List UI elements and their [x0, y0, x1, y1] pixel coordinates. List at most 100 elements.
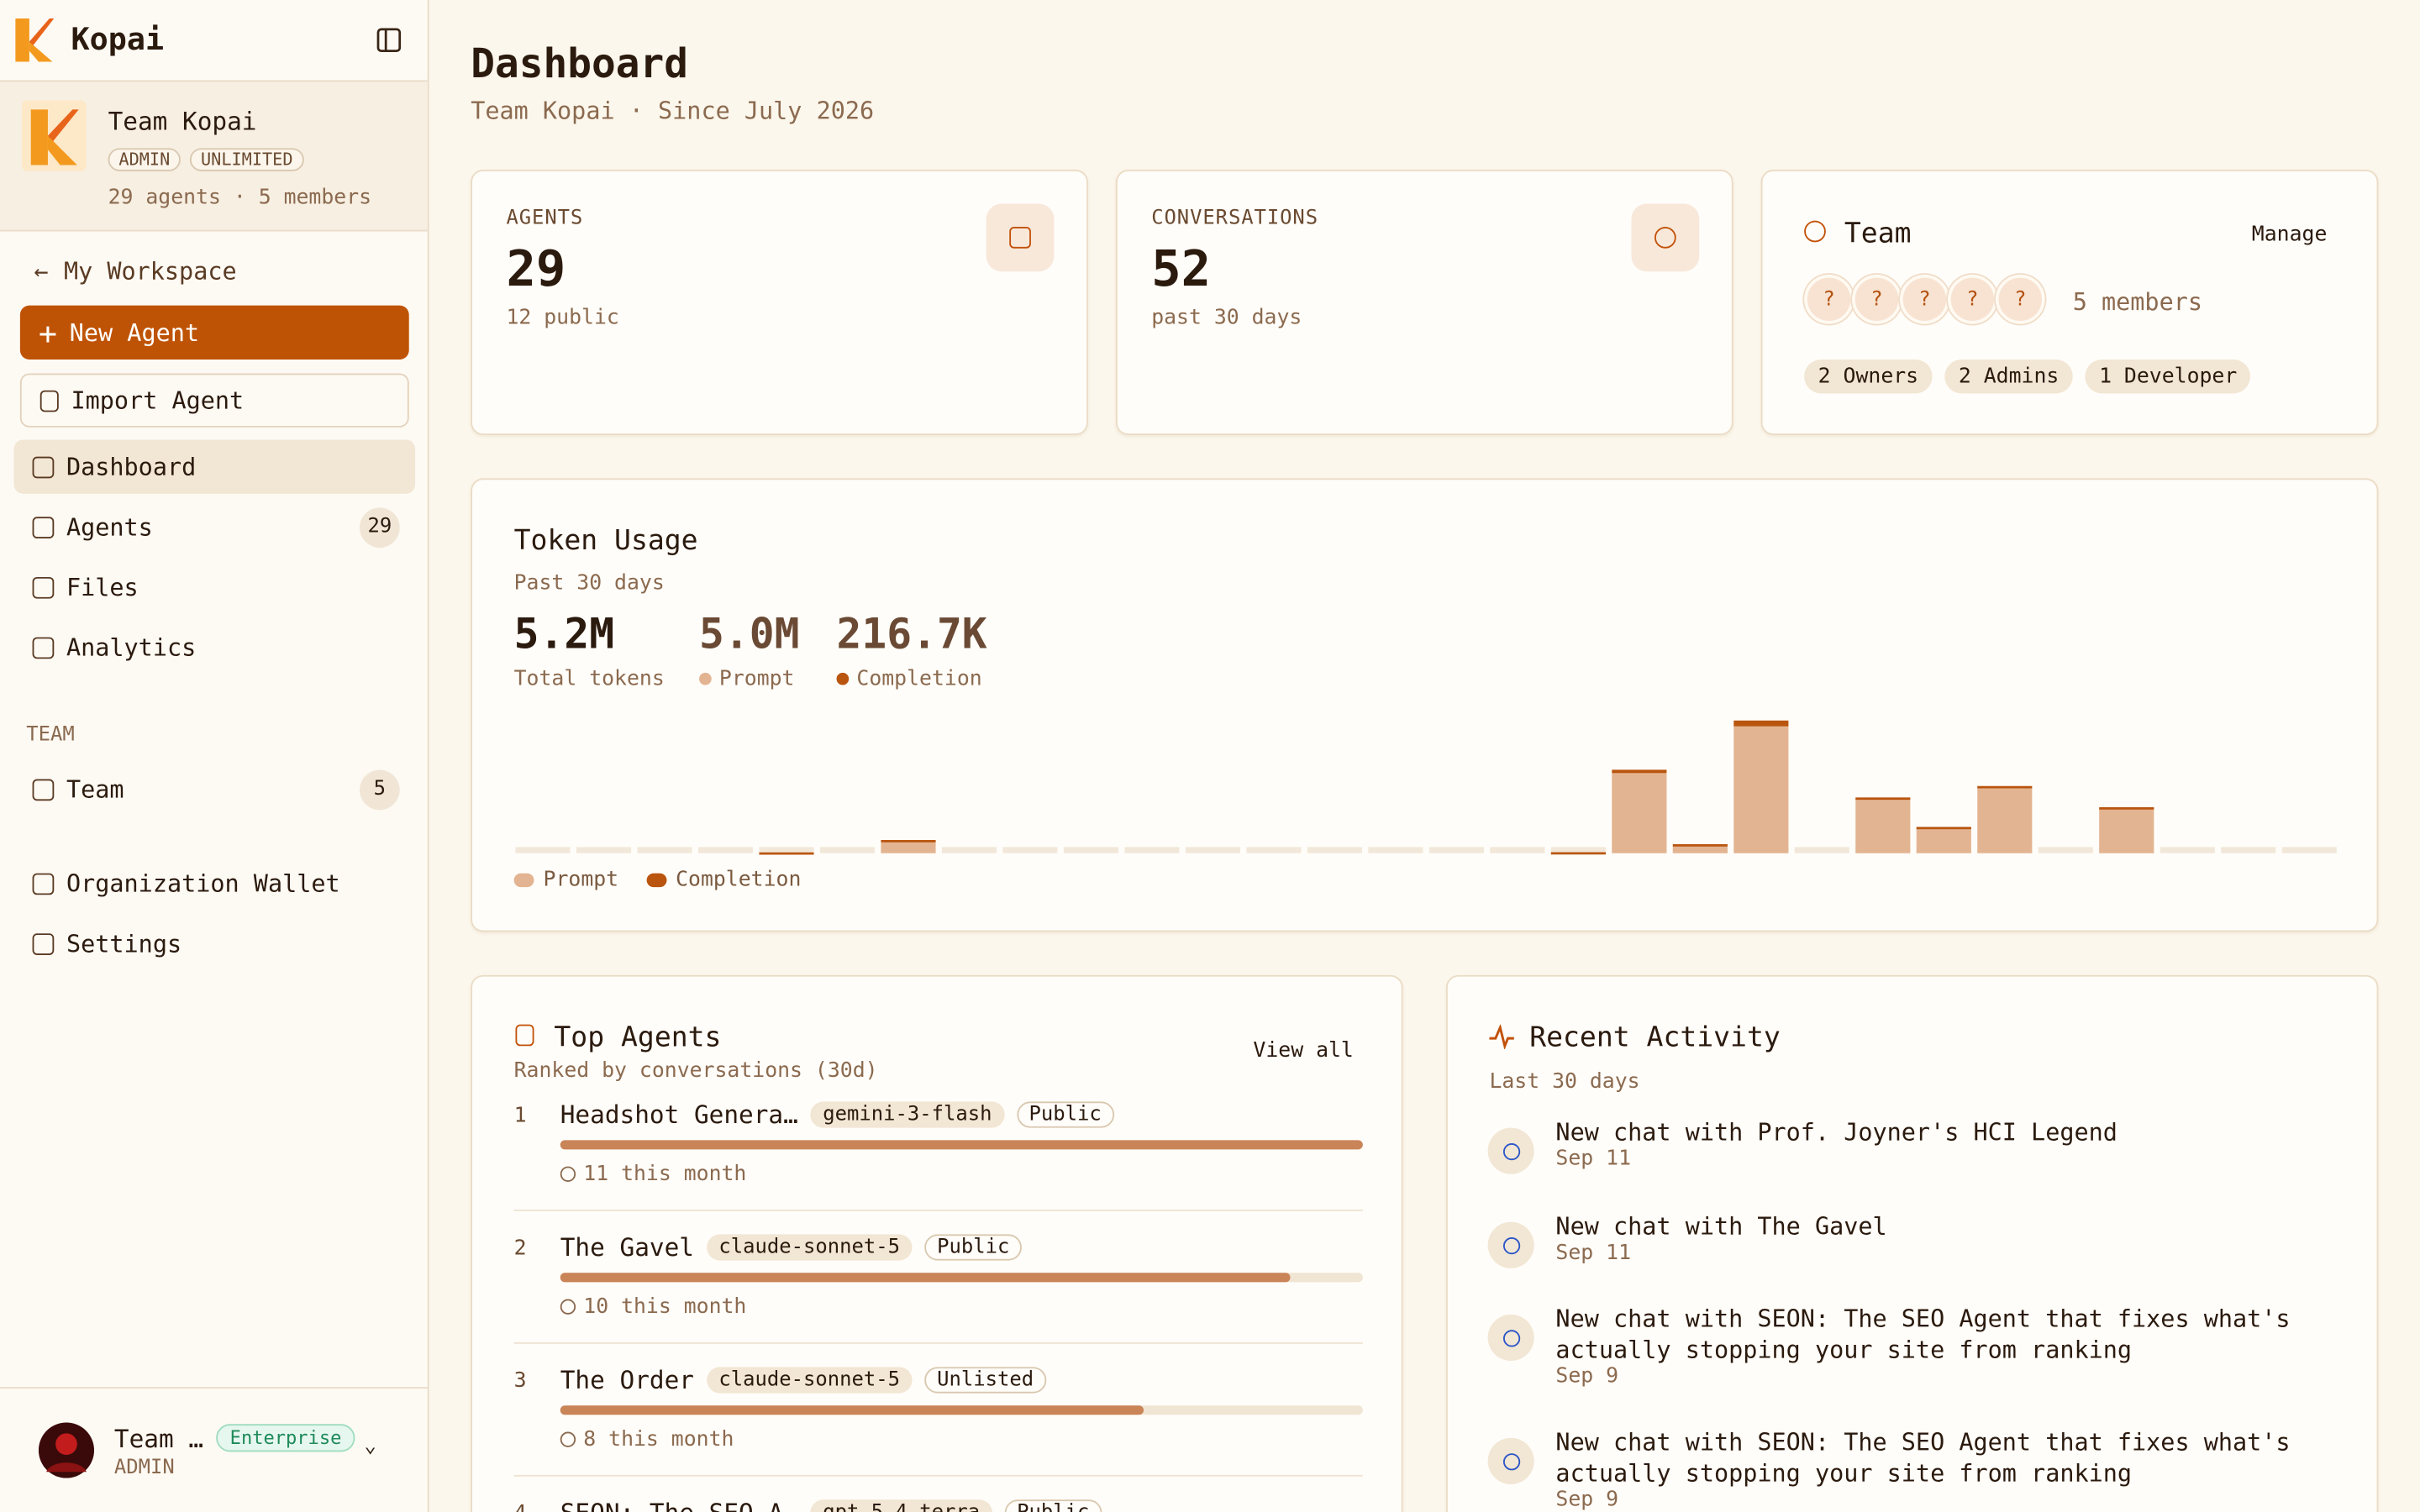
activity-date: Sep 9: [1555, 1363, 1619, 1389]
activity-date: Sep 11: [1555, 1146, 1632, 1172]
summary-value: 5.0M: [699, 611, 800, 659]
button-text: New Agent: [69, 318, 200, 347]
divider: [513, 1210, 1363, 1211]
bar-track: [697, 847, 754, 853]
activity-text[interactable]: New chat with SEON: The SEO Agent that f…: [1555, 1428, 2291, 1488]
user-panel[interactable]: Team … Enterprise ADMIN ⌄: [0, 1387, 428, 1512]
activity-text[interactable]: New chat with The Gavel: [1555, 1212, 1887, 1241]
nav-item[interactable]: Dashboard: [13, 439, 416, 494]
member-count: 5 members: [2072, 288, 2203, 317]
chat-glyph: [1502, 1236, 1520, 1254]
bar-track: [637, 847, 692, 853]
chevron: ⌄: [364, 1435, 376, 1458]
member-avatar: ?: [1852, 274, 1902, 324]
chat-glyph: [1502, 1329, 1520, 1347]
section-label: TEAM: [26, 723, 75, 747]
view-all-link[interactable]: View all: [1253, 1038, 1354, 1063]
legend-item: Prompt: [513, 867, 619, 892]
back-text: My Workspace: [63, 257, 237, 286]
summary-dot: [699, 672, 712, 685]
activity-icon: [1487, 1127, 1534, 1174]
nav-label: Analytics: [66, 633, 197, 662]
agent-row[interactable]: Headshot Genera… gemini-3-flash Public: [560, 1100, 1114, 1129]
bar-segment: [881, 840, 936, 843]
activity-icon: [1487, 1437, 1534, 1484]
import-agent-button[interactable]: Import Agent: [19, 373, 409, 428]
stat-card: CONVERSATIONS 52 past 30 days: [1115, 170, 1733, 435]
nav-item[interactable]: Analytics: [14, 620, 416, 674]
bar-segment: [759, 852, 814, 855]
activity-text[interactable]: New chat with SEON: The SEO Agent that f…: [1555, 1305, 2291, 1364]
token-chart: [515, 720, 2337, 855]
progress-bar: [560, 1273, 1290, 1283]
page-title: Dashboard: [471, 41, 688, 88]
conversation-count: 8 this month: [560, 1427, 734, 1452]
activity-date: Sep 11: [1555, 1240, 1632, 1266]
member-avatar: ?: [1995, 274, 2045, 324]
model-pill: claude-sonnet-5: [706, 1234, 913, 1261]
nav-label: Team: [66, 774, 124, 804]
bar-track: [1002, 847, 1058, 853]
bar-track: [2160, 847, 2215, 853]
card-subtitle: Last 30 days: [1489, 1068, 1640, 1095]
role-pill: 2 Admins: [1944, 359, 2073, 394]
nav-item[interactable]: Files: [14, 560, 416, 614]
count-text: 11 this month: [583, 1162, 747, 1187]
page-subtitle: Team Kopai · Since July 2026: [471, 97, 875, 125]
nav-icon: [32, 576, 55, 598]
token-usage-card: Token Usage Past 30 days Prompt Completio…: [471, 478, 2379, 932]
rank: 4: [514, 1501, 527, 1512]
nav-icon: [32, 932, 55, 955]
bar-segment: [1855, 797, 1911, 801]
summary-label: Completion: [836, 666, 982, 691]
agent-row[interactable]: The Order claude-sonnet-5 Unlisted: [560, 1366, 1046, 1394]
card-subtitle: Ranked by conversations (30d): [513, 1058, 878, 1084]
back-link[interactable]: ← My Workspace: [34, 257, 237, 286]
bar-track: [1490, 847, 1545, 853]
nav-item[interactable]: Settings: [14, 916, 416, 970]
bar-track: [759, 847, 814, 853]
agent-row[interactable]: SEON: The SEO A… gpt-5.4-terra Public: [560, 1498, 1102, 1512]
nav-item[interactable]: Agents 29: [14, 500, 416, 554]
activity-text[interactable]: New chat with Prof. Joyner's HCI Legend: [1555, 1118, 2118, 1147]
chat-icon: [560, 1166, 576, 1182]
bar-segment: [1977, 785, 2033, 789]
model-pill: claude-sonnet-5: [706, 1367, 913, 1394]
manage-link[interactable]: Manage: [2251, 222, 2328, 247]
nav-item[interactable]: Organization Wallet: [14, 856, 416, 910]
recent-activity-card: Recent Activity Last 30 days New chat wi…: [1446, 974, 2379, 1512]
collapse-icon[interactable]: [376, 28, 402, 52]
bar-segment: [1672, 845, 1728, 853]
legend-label: Prompt: [543, 867, 619, 892]
bar-track: [1550, 847, 1606, 853]
stat-sub: past 30 days: [1151, 305, 1302, 331]
visibility-pill: Public: [1016, 1101, 1114, 1128]
nav-icon: [32, 636, 55, 659]
team-card: Team Manage ????? 5 members 2 Owners 2 Ad…: [1760, 170, 2379, 435]
rank: 1: [513, 1103, 527, 1128]
nav-item[interactable]: Team 5: [14, 762, 416, 816]
stat-value: 52: [1151, 239, 1211, 298]
conversation-count: 10 this month: [560, 1294, 746, 1319]
bar-track: [1185, 847, 1241, 853]
summary-dot: [836, 672, 850, 685]
bar-track: [941, 847, 997, 853]
divider: [513, 1341, 1363, 1344]
agent-row[interactable]: The Gavel claude-sonnet-5 Public: [560, 1233, 1023, 1262]
bar-track: [1794, 847, 1849, 853]
member-avatar: ?: [1804, 274, 1854, 324]
nav-count: 5: [359, 769, 400, 810]
chat-icon: [560, 1299, 576, 1315]
card-title: Team: [1844, 217, 1912, 250]
progress-track: [560, 1273, 1363, 1283]
new-agent-button[interactable]: + New Agent: [19, 305, 409, 360]
nav-label: Dashboard: [66, 453, 197, 481]
stat-icon: [1631, 203, 1700, 272]
bar-track: [1307, 847, 1362, 853]
activity-date: Sep 9: [1555, 1487, 1619, 1512]
bar-segment: [1733, 720, 1789, 727]
summary-value: 216.7K: [836, 611, 987, 659]
icon-glyph: [1654, 227, 1676, 249]
activity-icon: [1487, 1314, 1534, 1362]
